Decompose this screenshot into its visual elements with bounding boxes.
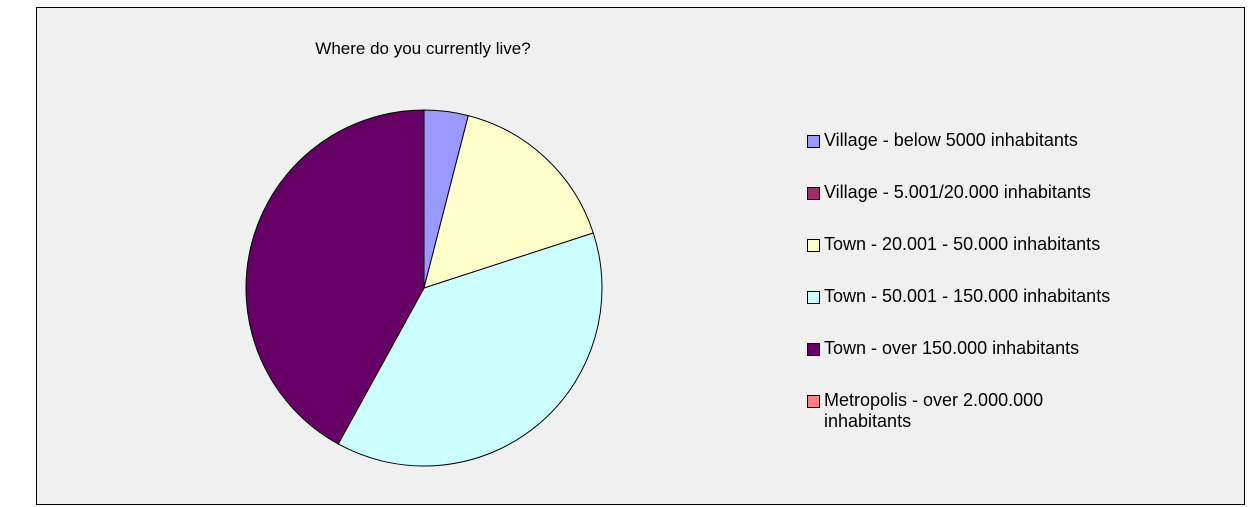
chart-area [36,7,1245,505]
pie-slices [245,109,603,467]
legend-label-3: Town - 50.001 - 150.000 inhabitants [824,286,1111,306]
pie-slice-3 [337,232,603,467]
legend-item-5: Metropolis - over 2.000.000 inhabitants [807,390,1124,432]
legend-item-3: Town - 50.001 - 150.000 inhabitants [807,286,1164,307]
legend-swatch-1 [807,187,820,200]
pie-slice-2 [423,114,594,289]
legend-swatch-2 [807,239,820,252]
legend-swatch-4 [807,343,820,356]
legend-label-0: Village - below 5000 inhabitants [824,130,1078,150]
legend-label-1: Village - 5.001/20.000 inhabitants [824,182,1091,202]
legend-item-0: Village - below 5000 inhabitants [807,130,1164,151]
legend-label-5: Metropolis - over 2.000.000 inhabitants [824,390,1044,431]
legend-item-1: Village - 5.001/20.000 inhabitants [807,182,1164,203]
legend-swatch-0 [807,135,820,148]
legend-label-4: Town - over 150.000 inhabitants [824,338,1080,358]
legend-item-4: Town - over 150.000 inhabitants [807,338,1164,359]
legend-swatch-3 [807,291,820,304]
pie-slice-4 [245,109,425,445]
chart-title: Where do you currently live? [315,39,531,58]
legend-swatch-5 [807,395,820,408]
legend-item-2: Town - 20.001 - 50.000 inhabitants [807,234,1164,255]
legend-label-2: Town - 20.001 - 50.000 inhabitants [824,234,1101,254]
